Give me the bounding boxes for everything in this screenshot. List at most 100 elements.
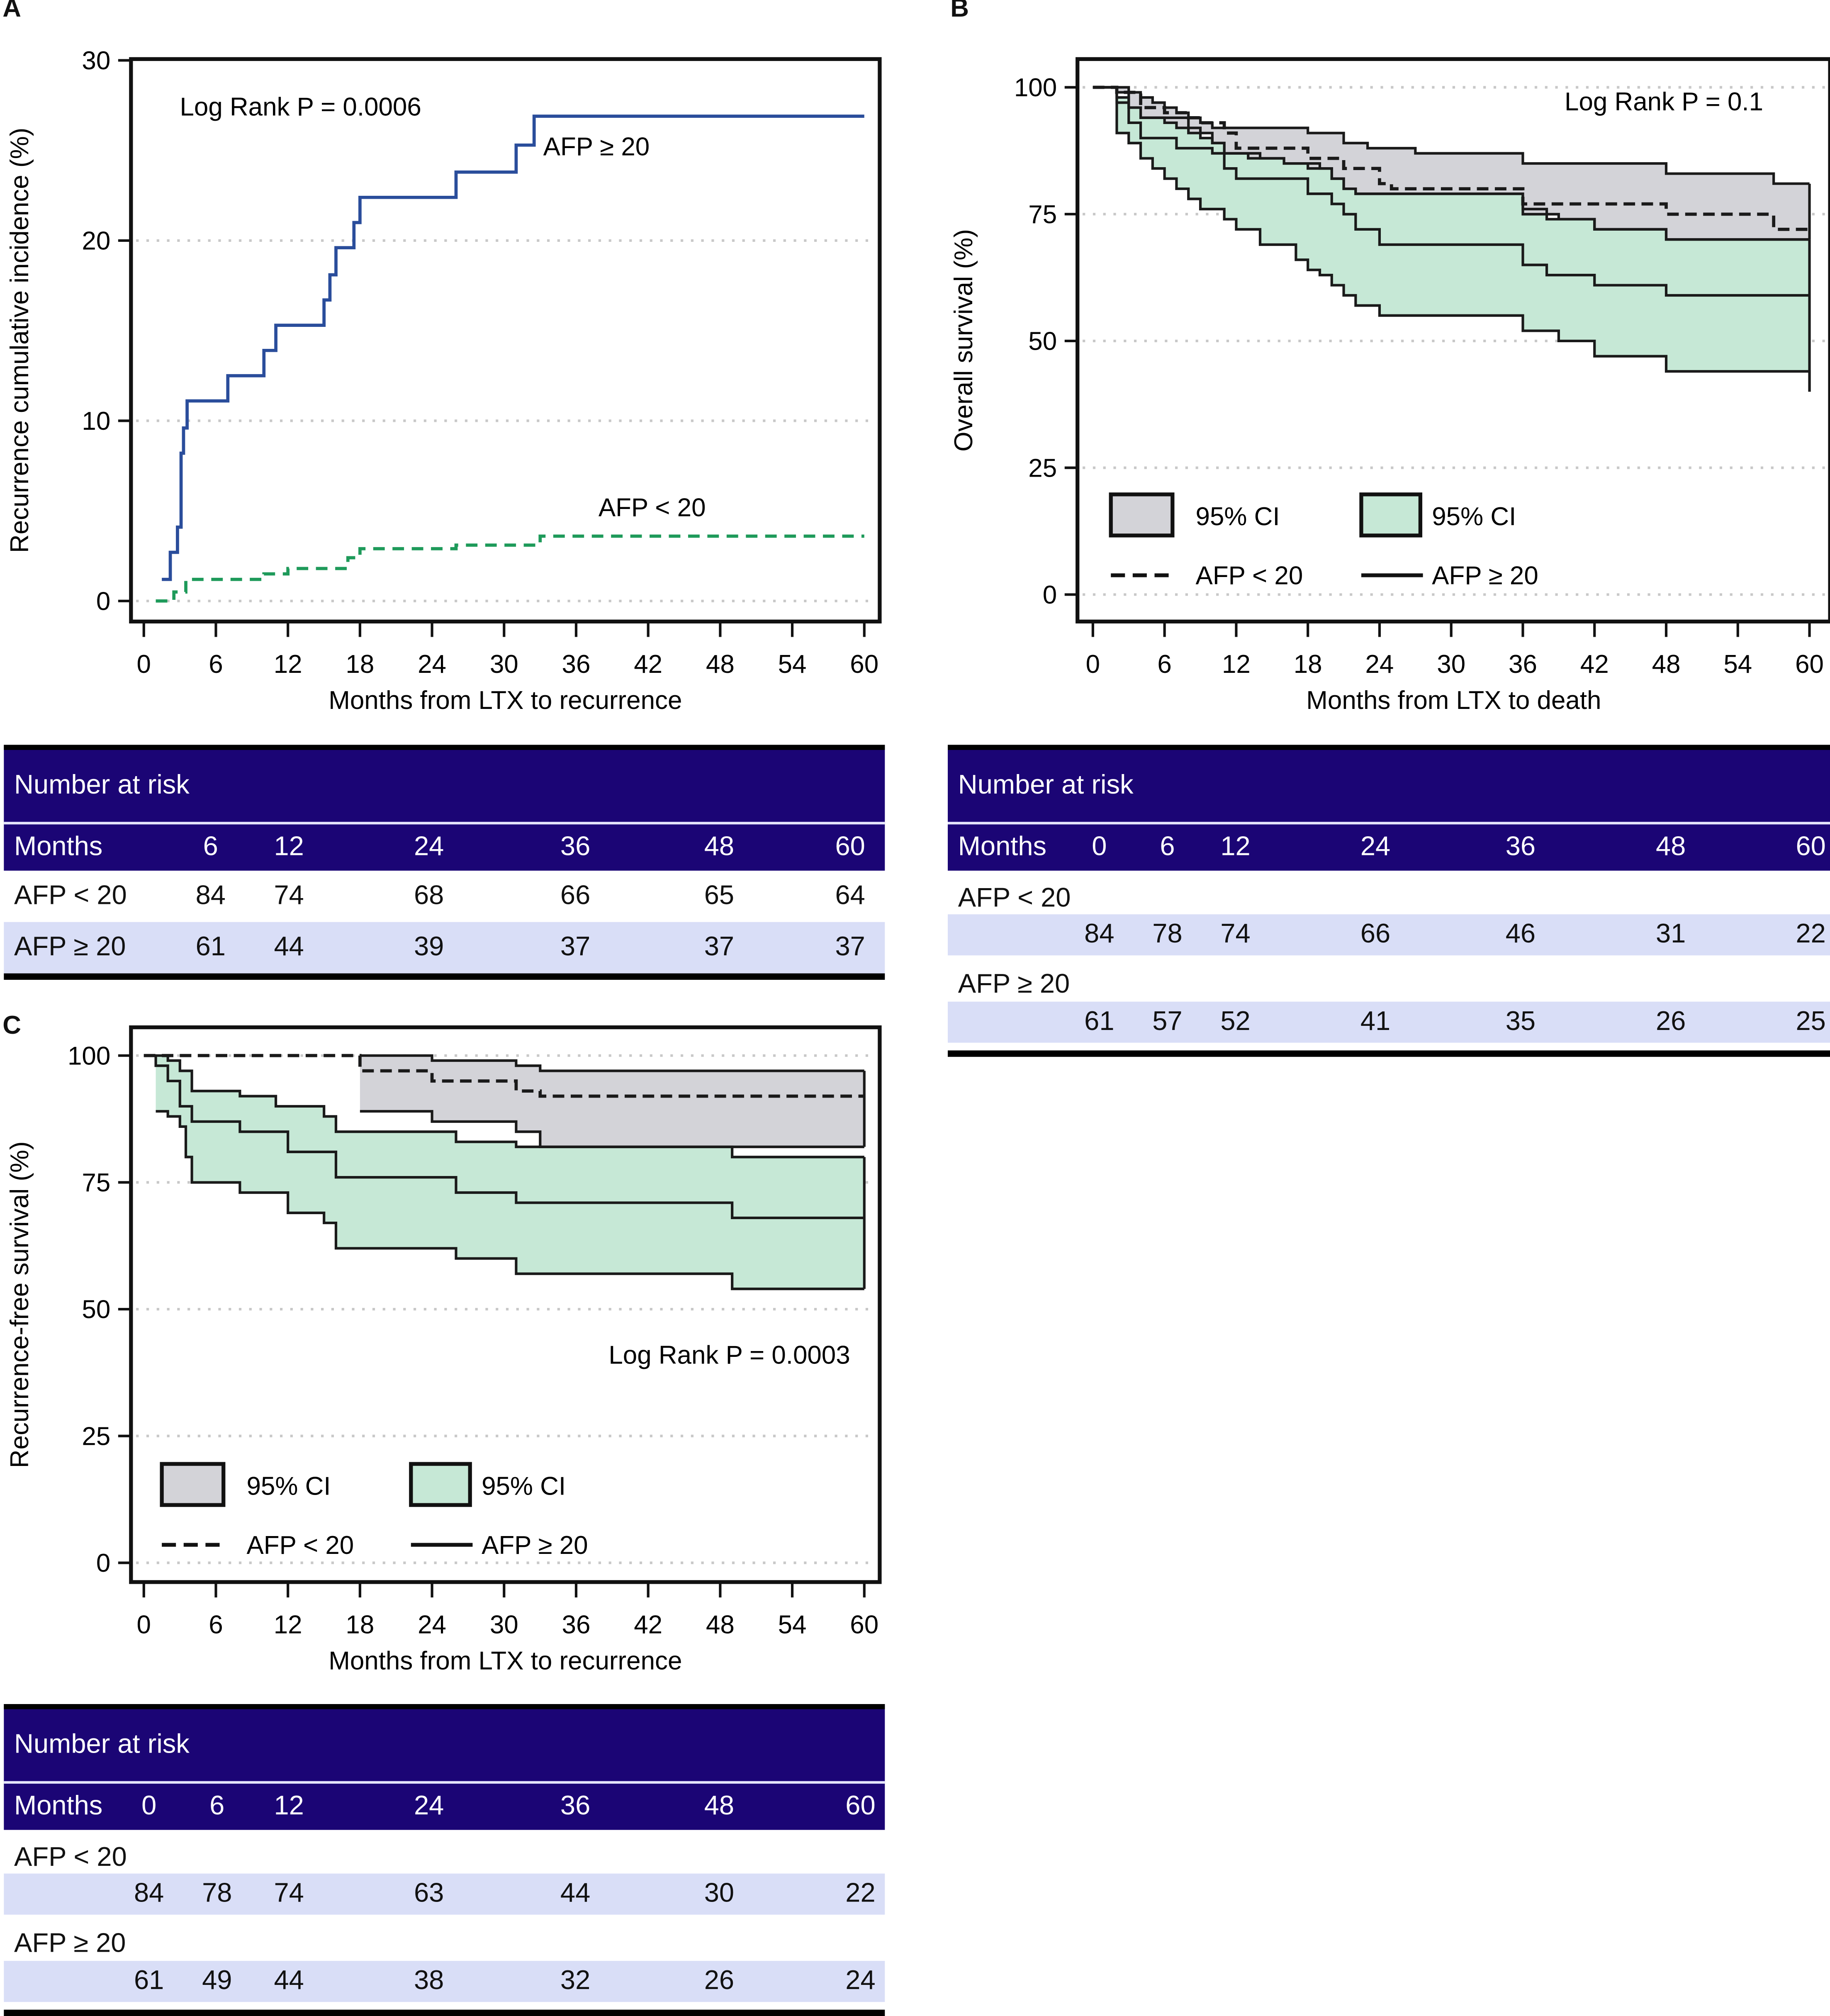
y-axis-label: Overall survival (%): [949, 229, 978, 452]
x-tick-label: 18: [1294, 650, 1322, 679]
risk-title: Number at risk: [4, 1709, 885, 1784]
risk-value-cell: 66: [560, 881, 591, 911]
x-tick-label: 6: [209, 1611, 223, 1639]
risk-header: Number at risk Months 0 6 12 24 36 48 60: [947, 745, 1830, 871]
x-tick-label: 60: [1795, 650, 1824, 679]
risk-value-cell: 65: [704, 881, 735, 911]
chart-a: 0 10 20 30 0 6 12 18 24 30 36 42 48 54 60 Months from L…: [5, 46, 882, 715]
x-tick-label: 54: [1723, 650, 1752, 679]
risk-value-cell: 35: [1505, 1007, 1536, 1037]
series-label-afp-high: AFP ≥ 20: [543, 133, 650, 161]
y-tick-label: 25: [1028, 454, 1057, 482]
legend-label-solid: AFP ≥ 20: [1432, 562, 1538, 590]
y-tick-label: 20: [82, 227, 110, 256]
months-header-cell: 12: [1220, 832, 1251, 862]
x-tick-label: 42: [634, 650, 662, 679]
row-label: AFP < 20: [14, 1843, 127, 1872]
x-tick-label: 36: [562, 650, 591, 679]
x-tick-label: 12: [274, 1611, 302, 1639]
x-tick-label: 12: [1222, 650, 1251, 679]
months-header-cell: 12: [274, 832, 304, 862]
risk-value-cell: 31: [1655, 919, 1686, 949]
risk-value-cell: 57: [1152, 1007, 1183, 1037]
months-header-cell: 60: [845, 1791, 876, 1821]
risk-title: Number at risk: [947, 750, 1830, 825]
months-header-cell: 6: [203, 832, 218, 862]
risk-months-row: Months 0 6 12 24 36 48 60: [4, 1784, 885, 1830]
risk-value-cell: 25: [1796, 1007, 1826, 1037]
panel-letter-b: B: [950, 0, 969, 23]
row-label: AFP < 20: [14, 881, 127, 911]
y-tick-label: 25: [82, 1422, 110, 1451]
legend-swatch-ci-gray: [1109, 492, 1175, 538]
y-tick-label: 50: [82, 1295, 110, 1324]
x-tick-label: 0: [137, 650, 151, 679]
series-label-afp-low: AFP < 20: [599, 493, 706, 522]
risk-value-cell: 44: [274, 1966, 304, 1996]
risk-row: 61 57 52 41 35 26 25: [947, 1001, 1830, 1043]
risk-value-cell: 22: [1796, 919, 1826, 949]
risk-value-cell: 24: [845, 1966, 876, 1996]
table-rule: [4, 2002, 885, 2016]
x-tick-label: 6: [1157, 650, 1171, 679]
x-axis-label: Months from LTX to recurrence: [329, 1646, 682, 1675]
months-header-cell: 60: [1796, 832, 1826, 862]
chart-b: 0 25 50 75 100 0 6 12 18 24 30 36 42 48 54 60 Months fro…: [949, 57, 1830, 715]
months-header-cell: 0: [1092, 832, 1107, 862]
x-tick-label: 54: [778, 650, 807, 679]
x-tick-label: 0: [137, 1611, 151, 1639]
x-tick-label: 60: [850, 1611, 878, 1639]
risk-value-cell: 63: [414, 1879, 444, 1909]
risk-row: 84 78 74 63 44 30 22: [4, 1873, 885, 1915]
risk-value-cell: 37: [560, 932, 591, 962]
x-tick-label: 24: [418, 650, 446, 679]
x-tick-label: 0: [1086, 650, 1100, 679]
series-line-afp-high: [1093, 86, 1810, 297]
months-header-cell: 36: [560, 832, 591, 862]
y-axis-label: Recurrence cumulative incidence (%): [5, 128, 34, 553]
x-tick-label: 60: [850, 650, 878, 679]
ci-band-afp-low: [360, 1055, 864, 1147]
ci-lower-afp-high: [1093, 86, 1811, 392]
row-label: AFP ≥ 20: [14, 1928, 126, 1958]
risk-value-cell: 38: [414, 1966, 444, 1996]
months-header-cell: 48: [1655, 832, 1686, 862]
risk-table-c: Number at risk Months 0 6 12 24 36 48 60 AFP <…: [4, 1704, 885, 2016]
legend-label-ci-green: 95% CI: [1432, 502, 1516, 531]
panel-letter-a: A: [2, 0, 21, 23]
x-tick-label: 42: [1580, 650, 1609, 679]
months-header-cell: 24: [414, 832, 444, 862]
x-tick-label: 36: [562, 1611, 591, 1639]
months-label: Months: [14, 1791, 103, 1821]
months-label: Months: [958, 832, 1047, 862]
legend-swatch-ci-gray: [160, 1462, 226, 1507]
series-line-afp-high: [162, 114, 864, 581]
ci-upper-afp-high: [1093, 86, 1810, 241]
x-tick-label: 48: [1652, 650, 1681, 679]
risk-value-cell: 26: [704, 1966, 735, 1996]
months-header-cell: 0: [141, 1791, 157, 1821]
plot-frame: [1076, 57, 1830, 623]
x-tick-label: 48: [706, 1611, 735, 1639]
months-header-cell: 48: [704, 832, 735, 862]
group-label: AFP ≥ 20: [948, 955, 1830, 1001]
risk-value-cell: 49: [202, 1966, 232, 1996]
risk-title: Number at risk: [4, 750, 885, 825]
months-header-cell: 6: [209, 1791, 225, 1821]
ci-upper-afp-low: [1093, 86, 1810, 185]
risk-value-cell: 61: [1084, 1007, 1115, 1037]
x-tick-label: 30: [1437, 650, 1465, 679]
risk-value-cell: 66: [1360, 919, 1391, 949]
risk-value-cell: 61: [134, 1966, 164, 1996]
risk-value-cell: 78: [1152, 919, 1183, 949]
y-tick-label: 75: [1028, 200, 1057, 229]
risk-value-cell: 30: [704, 1879, 735, 1909]
x-tick-label: 48: [706, 650, 735, 679]
plot-frame: [129, 1025, 882, 1584]
table-rule: [947, 1043, 1830, 1057]
risk-value-cell: 52: [1220, 1007, 1251, 1037]
risk-value-cell: 64: [835, 881, 865, 911]
risk-value-cell: 78: [202, 1879, 232, 1909]
legend-swatch-ci-green: [409, 1462, 472, 1507]
risk-months-row: Months 0 6 12 24 36 48 60: [948, 824, 1830, 870]
